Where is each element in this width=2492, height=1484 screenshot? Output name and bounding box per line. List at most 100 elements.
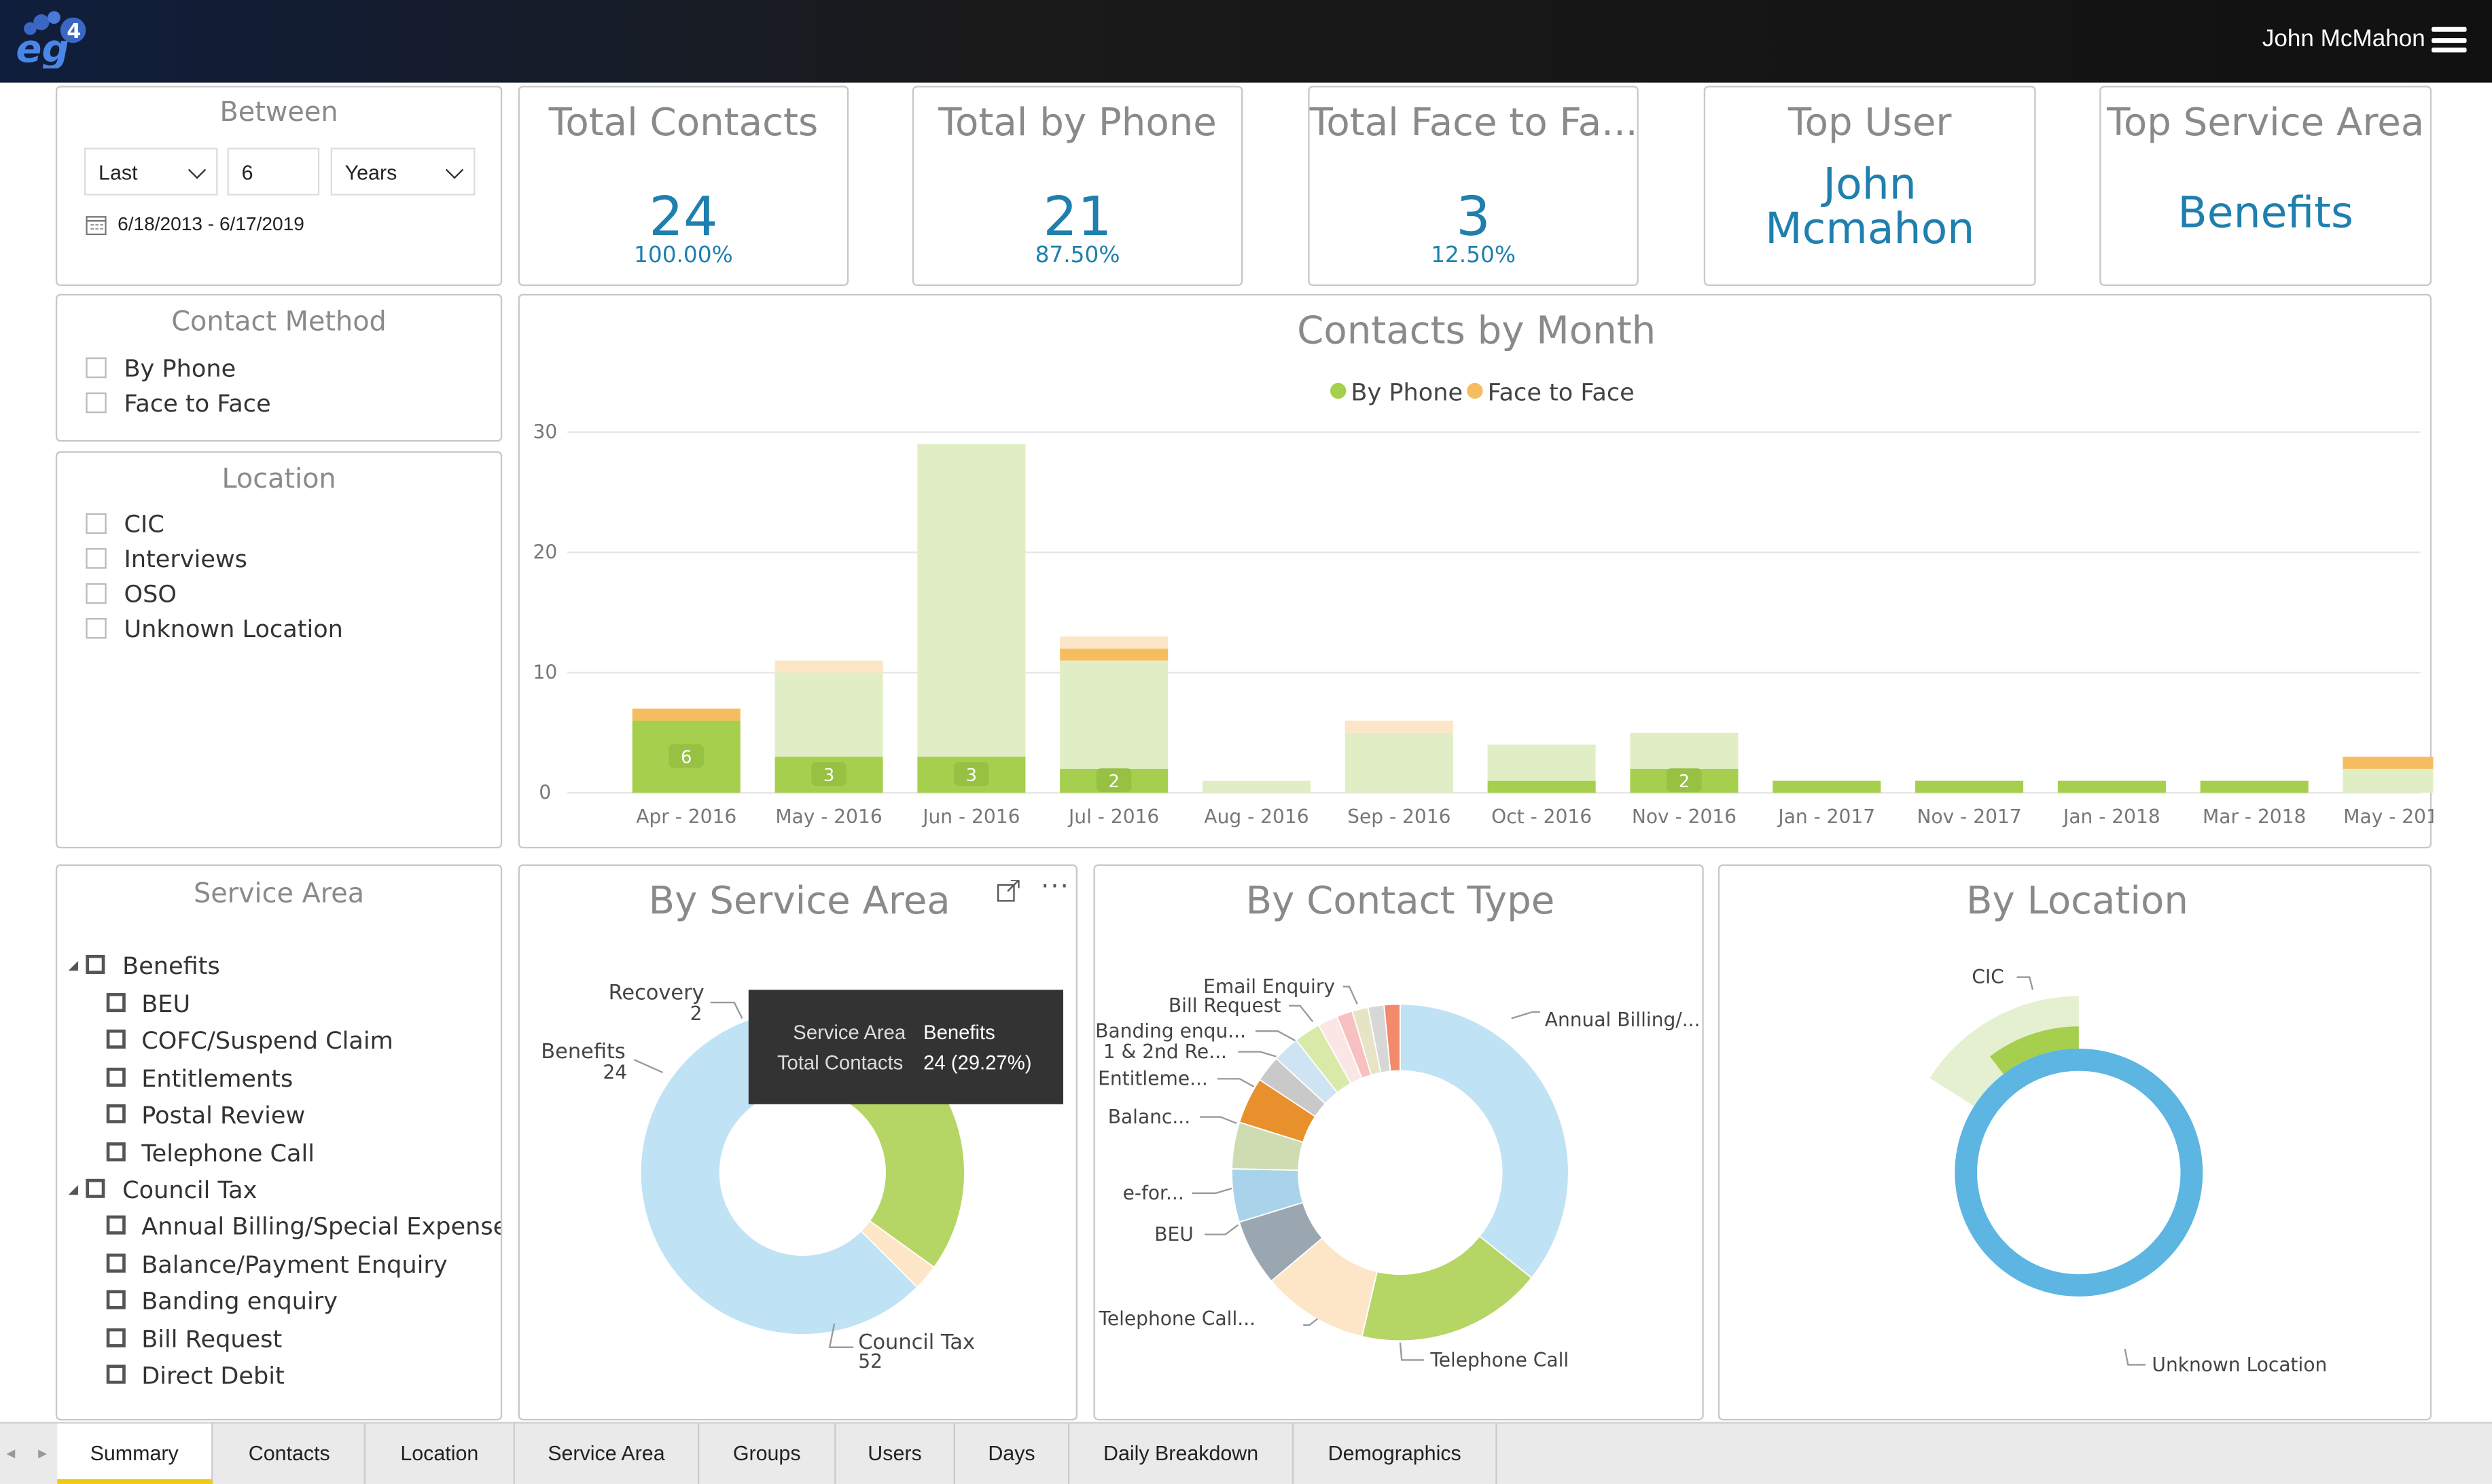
service-item-label[interactable]: Direct Debit xyxy=(141,1361,285,1390)
checkbox[interactable] xyxy=(86,513,107,535)
pie-slice[interactable] xyxy=(860,1220,936,1288)
kpi-percent: 12.50% xyxy=(1431,242,1516,269)
bar-segment[interactable] xyxy=(1773,780,1881,793)
inner-ring[interactable] xyxy=(1955,1048,2203,1297)
pie-slice[interactable] xyxy=(1399,1003,1569,1279)
tab-location[interactable]: Location xyxy=(366,1424,515,1484)
slice-label: Annual Billing/... xyxy=(1545,1009,1701,1031)
user-name[interactable]: John McMahon xyxy=(2262,25,2425,53)
bar-segment[interactable] xyxy=(775,672,883,757)
checkbox[interactable] xyxy=(106,1068,126,1087)
data-label: 2 xyxy=(1679,772,1690,792)
bar-segment[interactable] xyxy=(1060,648,1169,661)
kpi-top-user: Top User John Mcmahon xyxy=(1703,86,2036,287)
contact-method-option[interactable]: By Phone xyxy=(124,354,236,383)
location-option[interactable]: Unknown Location xyxy=(124,615,343,644)
tab-users[interactable]: Users xyxy=(836,1424,955,1484)
between-count-input[interactable]: 6 xyxy=(227,147,320,196)
tab-demographics[interactable]: Demographics xyxy=(1294,1424,1497,1484)
service-item-label[interactable]: Entitlements xyxy=(141,1064,293,1093)
service-item-label[interactable]: Balance/Payment Enquiry xyxy=(141,1250,448,1280)
service-item-label[interactable]: COFC/Suspend Claim xyxy=(141,1026,393,1055)
checkbox[interactable] xyxy=(86,954,105,974)
bar-segment[interactable] xyxy=(1630,732,1739,769)
bar-segment[interactable] xyxy=(2057,780,2166,793)
leader-line xyxy=(1205,1224,1239,1235)
checkbox[interactable] xyxy=(106,1215,126,1235)
date-range-text: 6/18/2013 - 6/17/2019 xyxy=(118,213,304,236)
bar-segment[interactable] xyxy=(775,660,883,673)
checkbox[interactable] xyxy=(106,1328,126,1347)
bar-segment[interactable] xyxy=(1487,744,1596,781)
leader-line xyxy=(1399,1342,1425,1361)
legend-label[interactable]: Face to Face xyxy=(1488,379,1635,407)
bar-segment[interactable] xyxy=(1345,732,1453,793)
leader-line xyxy=(1256,1030,1296,1042)
checkbox[interactable] xyxy=(86,357,107,378)
tab-groups[interactable]: Groups xyxy=(699,1424,836,1484)
bar-segment[interactable] xyxy=(1487,780,1596,793)
contact-method-option[interactable]: Face to Face xyxy=(124,389,271,418)
bar-segment[interactable] xyxy=(1060,660,1169,769)
tab-scroll-left-icon[interactable]: ◂ xyxy=(6,1443,16,1464)
checkbox[interactable] xyxy=(86,1178,105,1198)
slice-label: Bill Request xyxy=(1169,994,1281,1017)
checkbox[interactable] xyxy=(106,1253,126,1273)
bar-segment[interactable] xyxy=(1915,780,2024,793)
service-item-label[interactable]: Postal Review xyxy=(141,1101,306,1130)
kpi-total-contacts: Total Contacts 24 100.00% xyxy=(518,86,849,287)
bar-segment[interactable] xyxy=(2343,768,2434,793)
collapse-icon[interactable]: ◢ xyxy=(68,1182,78,1197)
service-item-label[interactable]: BEU xyxy=(141,990,191,1019)
legend-marker xyxy=(1330,382,1347,399)
bar-segment[interactable] xyxy=(917,444,1026,757)
bar-segment[interactable] xyxy=(2343,757,2434,769)
service-group-label[interactable]: Benefits xyxy=(122,952,220,981)
checkbox[interactable] xyxy=(106,1290,126,1309)
more-options-icon[interactable]: ··· xyxy=(1041,870,1070,901)
location-option[interactable]: CIC xyxy=(124,509,164,539)
between-unit-select[interactable]: Years xyxy=(330,147,476,196)
location-option[interactable]: OSO xyxy=(124,579,177,609)
bar-segment[interactable] xyxy=(1202,780,1311,793)
checkbox[interactable] xyxy=(86,392,107,414)
collapse-icon[interactable]: ◢ xyxy=(68,958,78,973)
service-group-label[interactable]: Council Tax xyxy=(122,1176,257,1205)
bar-segment[interactable] xyxy=(2200,780,2309,793)
kpi-title: Total Face to Fa... xyxy=(1309,100,1637,145)
tab-contacts[interactable]: Contacts xyxy=(215,1424,366,1484)
tab-summary[interactable]: Summary xyxy=(57,1424,213,1484)
service-item-label[interactable]: Bill Request xyxy=(141,1324,283,1354)
menu-icon[interactable] xyxy=(2432,26,2467,53)
kpi-percent: 87.50% xyxy=(1035,242,1120,269)
checkbox[interactable] xyxy=(106,1029,126,1049)
checkbox[interactable] xyxy=(86,583,107,604)
bar-segment[interactable] xyxy=(632,708,741,721)
location-option[interactable]: Interviews xyxy=(124,545,247,574)
tab-days[interactable]: Days xyxy=(955,1424,1070,1484)
checkbox[interactable] xyxy=(106,993,126,1013)
checkbox[interactable] xyxy=(106,1104,126,1123)
between-mode-select[interactable]: Last xyxy=(84,147,218,196)
service-item-label[interactable]: Banding enquiry xyxy=(141,1286,338,1316)
chart-title: Contacts by Month xyxy=(1297,308,1656,352)
tab-scroll-right-icon[interactable]: ▸ xyxy=(38,1443,48,1464)
tab-service-area[interactable]: Service Area xyxy=(515,1424,700,1484)
service-item-label[interactable]: Annual Billing/Special Expenses xyxy=(141,1212,503,1241)
pie-slice[interactable] xyxy=(1361,1235,1533,1342)
chart-title: By Service Area xyxy=(649,879,950,923)
svg-text:eg: eg xyxy=(16,27,69,68)
bar-segment[interactable] xyxy=(1345,721,1453,733)
service-item-label[interactable]: Telephone Call xyxy=(141,1139,315,1168)
checkbox[interactable] xyxy=(86,548,107,569)
checkbox[interactable] xyxy=(106,1364,126,1384)
calendar-icon[interactable] xyxy=(86,215,107,236)
pie-slice[interactable] xyxy=(1383,1003,1401,1072)
checkbox[interactable] xyxy=(106,1142,126,1162)
tab-daily-breakdown[interactable]: Daily Breakdown xyxy=(1069,1424,1294,1484)
bar-segment[interactable] xyxy=(1060,636,1169,649)
legend-label[interactable]: By Phone xyxy=(1351,379,1463,407)
checkbox[interactable] xyxy=(86,617,107,639)
pie-slice[interactable] xyxy=(1989,1026,2079,1074)
focus-mode-icon[interactable] xyxy=(997,880,1020,903)
